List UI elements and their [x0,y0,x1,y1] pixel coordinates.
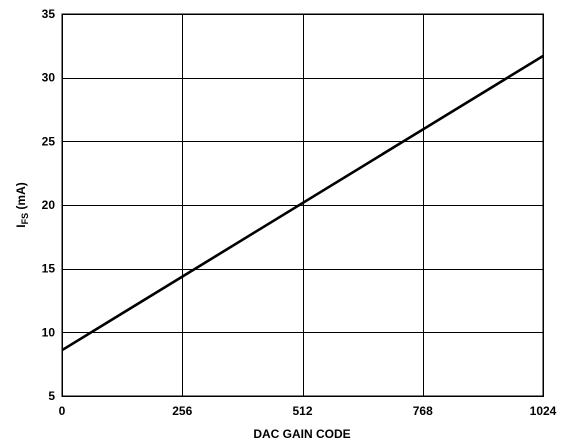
grid [62,14,543,396]
x-tick-labels: 0 256 512 768 1024 [59,404,557,418]
y-tick-label: 20 [42,198,56,212]
y-tick-label: 30 [42,71,56,85]
y-axis-label-subscript: FS [20,213,30,225]
y-axis-label-main: I [14,224,28,227]
y-tick-label: 15 [42,262,56,276]
x-tick-label: 1024 [530,404,557,418]
series-layer [61,54,544,352]
x-tick-label: 0 [59,404,66,418]
y-tick-labels: 5 10 15 20 25 30 35 [42,7,56,403]
series-line [61,54,544,352]
x-tick-label: 256 [172,404,192,418]
y-tick-label: 10 [42,325,56,339]
plot-frame [61,13,544,397]
y-axis-label: IFS (mA) [14,182,30,228]
x-tick-label: 768 [413,404,433,418]
y-tick-label: 35 [42,7,56,21]
x-axis-label: DAC GAIN CODE [253,427,350,441]
x-tick-label: 512 [292,404,312,418]
y-tick-label: 25 [42,134,56,148]
y-axis-label-unit: (mA) [14,182,28,213]
y-tick-label: 5 [48,389,55,403]
